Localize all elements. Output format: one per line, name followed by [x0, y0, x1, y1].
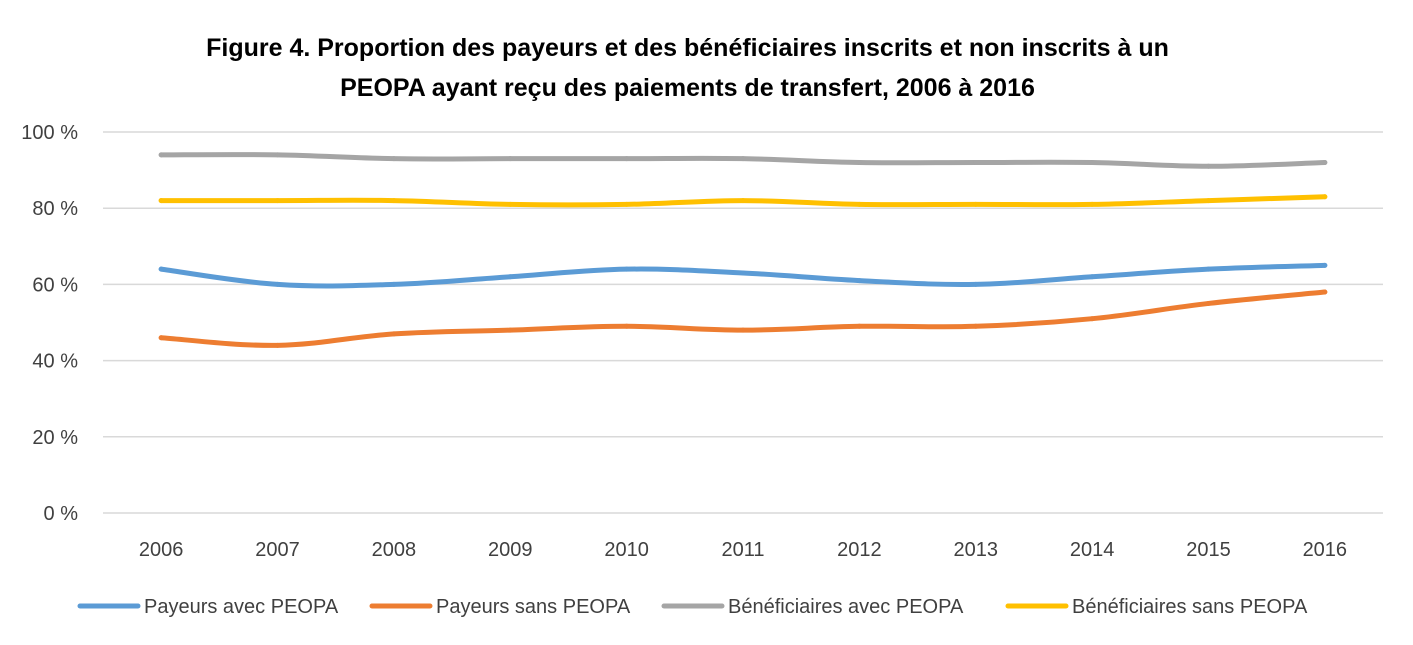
data-point: [391, 281, 397, 287]
x-tick-label: 2006: [139, 539, 184, 561]
y-tick-label: 100 %: [21, 122, 78, 144]
data-point: [740, 156, 746, 162]
legend-label: Payeurs sans PEOPA: [436, 596, 631, 618]
data-point: [507, 201, 513, 207]
data-point: [391, 156, 397, 162]
data-point: [973, 323, 979, 329]
data-point: [973, 281, 979, 287]
legend: Payeurs avec PEOPA Payeurs sans PEOPA Béné…: [77, 596, 1308, 618]
x-tick-label: 2011: [721, 539, 764, 561]
x-tick-label: 2013: [953, 539, 998, 561]
data-point: [275, 198, 281, 204]
legend-label: Bénéficiaires avec PEOPA: [728, 596, 964, 618]
data-point: [158, 198, 164, 204]
data-point: [1322, 289, 1328, 295]
y-tick-label: 80 %: [32, 198, 78, 220]
x-tick-label: 2007: [255, 539, 300, 561]
series-line-1: [158, 262, 1328, 289]
data-point: [1322, 159, 1328, 165]
data-point: [1089, 159, 1095, 165]
y-tick-label: 0 %: [44, 503, 79, 525]
data-point: [391, 331, 397, 337]
x-tick-label: 2010: [604, 539, 649, 561]
legend-item: Bénéficiaires avec PEOPA: [661, 596, 964, 618]
data-point: [1322, 194, 1328, 200]
x-axis-tick-labels: 2006 2007 2008 2009 2010 2011 2012 2013 2014 2015…: [139, 539, 1347, 561]
x-tick-label: 2015: [1186, 539, 1231, 561]
data-point: [856, 159, 862, 165]
data-point: [507, 274, 513, 280]
data-point: [158, 152, 164, 158]
data-point: [1089, 201, 1095, 207]
data-point: [1089, 274, 1095, 280]
data-point: [1205, 266, 1211, 272]
chart-title-line-2: PEOPA ayant reçu des paiements de transf…: [340, 74, 1035, 102]
data-point: [507, 327, 513, 333]
data-point: [856, 278, 862, 284]
y-tick-label: 20 %: [32, 427, 78, 449]
data-point: [507, 156, 513, 162]
y-tick-label: 40 %: [32, 351, 78, 373]
data-point: [973, 201, 979, 207]
data-point: [856, 323, 862, 329]
data-point: [740, 198, 746, 204]
data-point: [1089, 316, 1095, 322]
chart-title: Figure 4. Proportion des payeurs et des …: [0, 28, 1375, 108]
x-tick-label: 2014: [1070, 539, 1115, 561]
legend-item: Bénéficiaires sans PEOPA: [1005, 596, 1308, 618]
data-point: [1205, 198, 1211, 204]
data-point: [158, 266, 164, 272]
data-point: [624, 156, 630, 162]
x-tick-label: 2009: [488, 539, 533, 561]
y-axis-tick-labels: 0 % 20 % 40 % 60 % 80 % 100 %: [21, 122, 78, 525]
data-point: [275, 281, 281, 287]
data-point: [1205, 163, 1211, 169]
legend-item: Payeurs sans PEOPA: [369, 596, 631, 618]
data-point: [158, 335, 164, 341]
data-point: [624, 201, 630, 207]
data-point: [624, 323, 630, 329]
y-tick-label: 60 %: [32, 274, 78, 296]
data-point: [973, 159, 979, 165]
x-tick-label: 2016: [1303, 539, 1348, 561]
data-point: [1205, 300, 1211, 306]
legend-label: Payeurs avec PEOPA: [144, 596, 339, 618]
data-point: [740, 270, 746, 276]
series-lines: [158, 152, 1328, 348]
chart-title-line-1: Figure 4. Proportion des payeurs et des …: [206, 34, 1169, 62]
data-point: [275, 152, 281, 158]
x-tick-label: 2012: [837, 539, 882, 561]
data-point: [391, 198, 397, 204]
gridlines: [103, 131, 1383, 514]
legend-item: Payeurs avec PEOPA: [77, 596, 339, 618]
data-point: [275, 342, 281, 348]
data-point: [624, 266, 630, 272]
data-point: [1322, 262, 1328, 268]
legend-label: Bénéficiaires sans PEOPA: [1072, 596, 1308, 618]
series-line-2: [158, 289, 1328, 348]
data-point: [740, 327, 746, 333]
x-tick-label: 2008: [372, 539, 417, 561]
data-point: [856, 201, 862, 207]
